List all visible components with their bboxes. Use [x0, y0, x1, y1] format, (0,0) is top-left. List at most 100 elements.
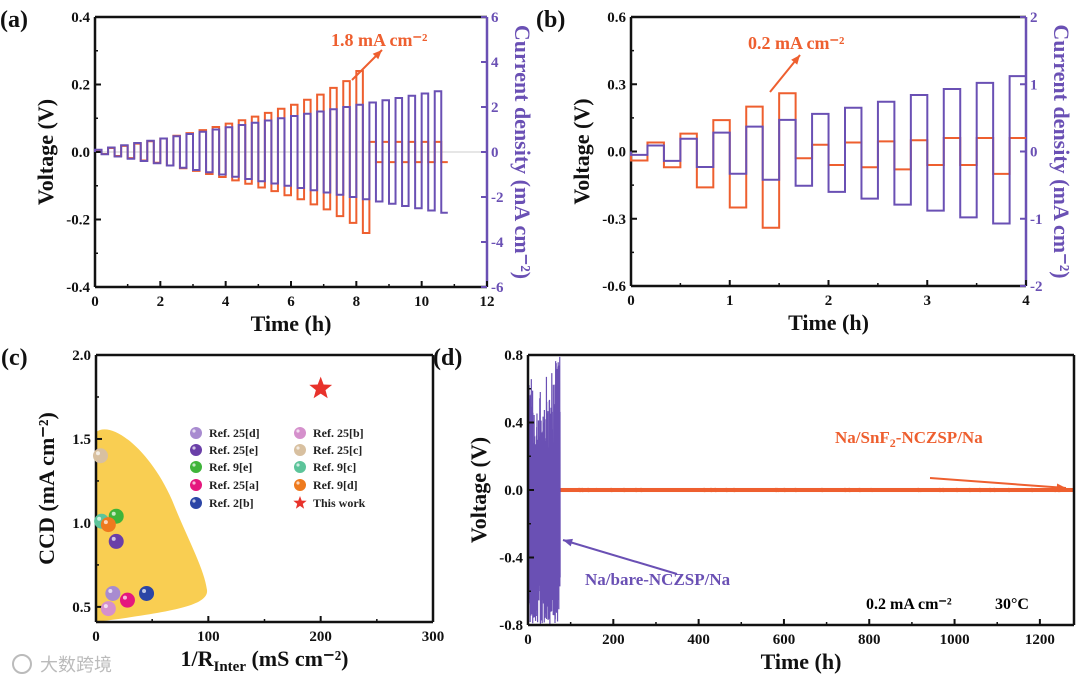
axes: 0 2 4 6 8 10 12 -0.4 -0.2 0.0 0.2 0.4 -6 -4 -2 0 2 4 6 — [66, 10, 504, 310]
x-tick-label: 4 — [222, 294, 230, 310]
series-label-sub: 2 — [890, 436, 896, 450]
y-tick-label: 1.0 — [72, 516, 91, 532]
panel-label: (a) — [0, 7, 28, 33]
y-right-tick-label: -6 — [491, 280, 504, 296]
legend-marker-highlight — [192, 463, 196, 467]
legend-label: This work — [313, 496, 366, 510]
axes: 0 100 200 300 0.5 1.0 1.5 2.0 — [72, 348, 444, 645]
legend-label: Ref. 2[b] — [209, 496, 254, 510]
y-right-tick-label: 1 — [1030, 77, 1038, 93]
series-label-tail: -NCZSP/Na — [896, 428, 983, 447]
y-tick-label: 0.2 — [71, 78, 90, 94]
legend-label: Ref. 9[e] — [209, 460, 252, 474]
annotation: 0.2 mA cm⁻² — [748, 33, 844, 53]
x-axis-label: Time (h) — [251, 311, 332, 336]
legend-marker-highlight — [192, 429, 196, 433]
y-tick-label: 0.0 — [504, 483, 523, 499]
y-right-tick-label: -2 — [1030, 279, 1043, 295]
x-tick-label: 600 — [773, 632, 796, 648]
x-tick-label: 12 — [480, 294, 495, 310]
legend-label: Ref. 25[e] — [209, 443, 258, 457]
condition-current: 0.2 mA cm⁻² — [866, 596, 952, 613]
y-right-tick-label: 0 — [491, 145, 499, 161]
data-point — [100, 517, 116, 533]
x-tick-label: 8 — [353, 294, 361, 310]
panel-label: (b) — [536, 7, 565, 33]
y-tick-label: 0.6 — [607, 10, 626, 26]
legend-marker — [190, 461, 202, 473]
legend-marker — [294, 479, 306, 491]
x-tick-label: 400 — [687, 632, 710, 648]
data-point-highlight — [103, 520, 108, 525]
legend-marker — [294, 427, 306, 439]
axes: 0 200 400 600 800 1000 1200 -0.8 -0.4 0.0 0.4 0.8 — [499, 348, 1076, 648]
series-snf2-band — [559, 487, 1074, 493]
y-right-tick-label: -2 — [491, 190, 504, 206]
x-axis-label-tail: (mS cm⁻²) — [246, 646, 349, 671]
data-point — [105, 585, 121, 601]
data-point-highlight — [142, 588, 147, 593]
x-axis-label: Time (h) — [761, 649, 842, 674]
x-axis-label-main: 1/R — [180, 646, 214, 671]
y-right-tick-label: -4 — [491, 235, 504, 251]
watermark-logo-icon — [12, 654, 32, 674]
snf2-arrow — [929, 477, 1067, 489]
data-point-this-work — [309, 376, 333, 399]
current-density-series — [94, 90, 448, 214]
x-tick-label: 6 — [287, 294, 295, 310]
y-tick-label: -0.6 — [602, 279, 626, 295]
annotation: 1.8 mA cm⁻² — [331, 30, 427, 50]
data-point — [92, 448, 108, 464]
x-tick-label: 100 — [197, 629, 220, 645]
bare-arrow — [562, 539, 678, 575]
data-point — [139, 585, 155, 601]
x-tick-label: 300 — [422, 629, 445, 645]
y-right-tick-label: 2 — [491, 100, 499, 116]
y-tick-label: -0.2 — [66, 213, 90, 229]
data-point-highlight — [97, 516, 102, 521]
data-point-highlight — [95, 451, 100, 456]
literature-region — [96, 429, 208, 622]
x-tick-label: 1200 — [1025, 632, 1055, 648]
data-point-highlight — [111, 536, 116, 541]
x-tick-label: 0 — [91, 294, 99, 310]
legend-marker — [294, 444, 306, 456]
x-tick-label: 0 — [524, 632, 532, 648]
x-axis-label: 1/RInter (mS cm⁻²) — [180, 646, 348, 675]
y-right-tick-label: 2 — [1030, 10, 1038, 26]
panel-label: (d) — [433, 345, 462, 371]
y-tick-label: 0.4 — [504, 416, 523, 432]
current-density-series — [630, 75, 1027, 225]
annotation-arrow-head — [791, 55, 800, 65]
panel-b: 0 1 2 3 4 -0.6 -0.3 0.0 0.3 0.6 -2 -1 0 1 2 Current den… — [536, 7, 1074, 335]
legend-marker-highlight — [296, 429, 300, 433]
y-tick-label: -0.4 — [66, 280, 90, 296]
y-right-tick-label: 4 — [491, 55, 499, 71]
legend-marker — [294, 461, 306, 473]
legend-marker-highlight — [296, 446, 300, 450]
series-label-main: Na/SnF — [835, 428, 890, 447]
data-point-highlight — [108, 588, 113, 593]
x-tick-label: 800 — [858, 632, 881, 648]
y-right-axis-label: Current density (mA cm⁻²) — [510, 25, 535, 279]
panel-label: (c) — [1, 345, 28, 371]
y-tick-label: 0.0 — [71, 145, 90, 161]
legend-marker — [190, 444, 202, 456]
watermark-text: 大数跨境 — [40, 655, 112, 676]
x-tick-label: 3 — [924, 293, 932, 309]
watermark: 大数跨境 — [12, 654, 112, 676]
legend-marker — [190, 479, 202, 491]
x-tick-label: 1000 — [940, 632, 970, 648]
y-tick-label: 0.0 — [607, 145, 626, 161]
x-tick-label: 4 — [1022, 293, 1030, 309]
x-tick-label: 1 — [726, 293, 734, 309]
legend-marker-highlight — [296, 463, 300, 467]
x-tick-label: 200 — [309, 629, 332, 645]
y-right-tick-label: 6 — [491, 10, 499, 26]
y-right-axis-label: Current density (mA cm⁻²) — [1049, 24, 1074, 278]
x-tick-label: 0 — [92, 629, 100, 645]
annotation-arrow-head — [372, 50, 382, 60]
y-axis-label: Voltage (V) — [569, 98, 594, 204]
y-axis-label: Voltage (V) — [33, 99, 58, 205]
